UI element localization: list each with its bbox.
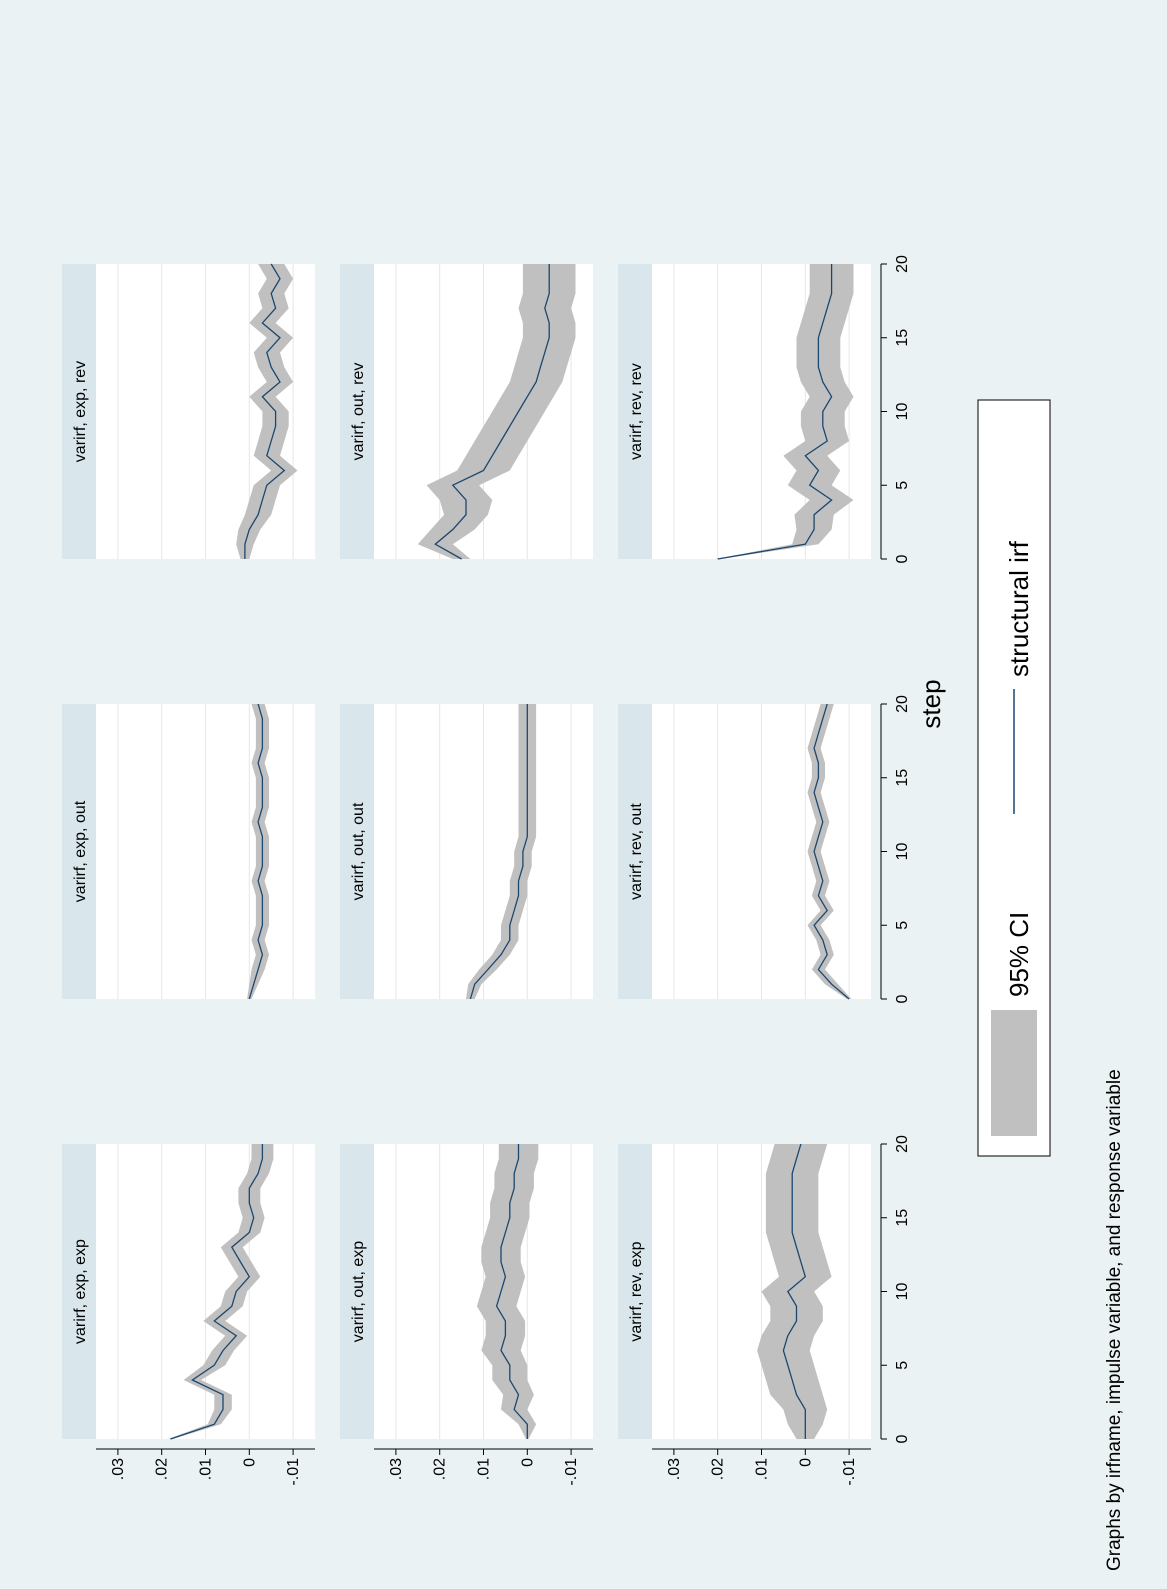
y-tick-label: .03 bbox=[110, 1458, 127, 1480]
panel-2: varirf, exp, rev bbox=[62, 263, 315, 559]
x-tick-label: 20 bbox=[894, 255, 911, 273]
y-tick-label: .03 bbox=[666, 1458, 683, 1480]
irf-line bbox=[248, 703, 264, 1000]
x-tick-label: 15 bbox=[894, 329, 911, 347]
ci-band bbox=[168, 1144, 274, 1439]
panel-title-strip bbox=[62, 1144, 96, 1439]
ci-band bbox=[417, 264, 576, 559]
x-tick-label: 5 bbox=[894, 921, 911, 930]
panel-title: varirf, exp, exp bbox=[72, 1239, 89, 1344]
irf-line bbox=[434, 264, 550, 560]
y-tick-label: 0 bbox=[519, 1458, 536, 1467]
panel-plot-area bbox=[62, 1144, 315, 1439]
y-tick-label: .01 bbox=[754, 1458, 771, 1480]
y-tick-label: .03 bbox=[388, 1458, 405, 1480]
panel-plot-area bbox=[340, 704, 593, 999]
panel-title-strip bbox=[618, 264, 652, 559]
y-tick-label: -.01 bbox=[285, 1458, 302, 1486]
panel-0: varirf, exp, exp -.01 0 .01 .02 .03 bbox=[62, 1144, 315, 1486]
panel-4: varirf, out, out bbox=[340, 704, 593, 1000]
panel-title-strip bbox=[618, 704, 652, 999]
ci-band bbox=[466, 704, 537, 999]
y-tick-label: 0 bbox=[241, 1458, 258, 1467]
x-tick-label: 0 bbox=[894, 554, 911, 563]
irf-line bbox=[170, 1144, 264, 1440]
panel-title: varirf, exp, out bbox=[72, 800, 89, 902]
x-tick-label: 10 bbox=[894, 843, 911, 861]
figure-note: Graphs by irfname, impulse variable, and… bbox=[1104, 1069, 1125, 1571]
irf-line bbox=[782, 1143, 807, 1439]
panel-title: varirf, out, rev bbox=[350, 363, 367, 461]
panel-plot-area bbox=[62, 264, 315, 559]
panel-title-strip bbox=[62, 704, 96, 999]
panel-title-strip bbox=[618, 1144, 652, 1439]
panel-title: varirf, rev, exp bbox=[628, 1241, 645, 1341]
irf-line bbox=[717, 264, 833, 560]
x-tick-label: 20 bbox=[894, 695, 911, 713]
panel-3: varirf, out, exp -.01 0 .01 .02 .03 bbox=[340, 1144, 593, 1486]
y-tick-label: -.01 bbox=[841, 1458, 858, 1486]
legend-ci-swatch bbox=[991, 1010, 1037, 1136]
ci-band bbox=[757, 1144, 832, 1439]
y-tick-label: 0 bbox=[797, 1458, 814, 1467]
x-tick-label: 5 bbox=[894, 481, 911, 490]
y-tick-label: .02 bbox=[432, 1458, 449, 1480]
panel-1: varirf, exp, out bbox=[62, 703, 315, 1000]
x-tick-label: 15 bbox=[894, 1209, 911, 1227]
panel-8: varirf, rev, rev 0 5 10 15 20 bbox=[618, 255, 911, 563]
ci-band bbox=[247, 704, 269, 999]
irf-line bbox=[813, 703, 850, 1000]
panel-title: varirf, exp, rev bbox=[72, 361, 89, 462]
y-tick-label: .01 bbox=[476, 1458, 493, 1480]
y-tick-label: .02 bbox=[154, 1458, 171, 1480]
irf-line bbox=[469, 704, 528, 1000]
x-axis-title: step bbox=[916, 679, 946, 728]
panel-title: varirf, out, out bbox=[350, 802, 367, 900]
x-tick-label: 10 bbox=[894, 1283, 911, 1301]
panel-plot-area bbox=[618, 1144, 871, 1439]
panel-7: varirf, rev, out 0 5 10 15 20 bbox=[618, 695, 911, 1003]
panel-title: varirf, rev, rev bbox=[628, 363, 645, 460]
panel-5: varirf, out, rev bbox=[340, 264, 593, 560]
legend-line-label: structural irf bbox=[1004, 540, 1034, 677]
y-tick-label: .02 bbox=[710, 1458, 727, 1480]
ci-band bbox=[476, 1144, 539, 1439]
x-tick-label: 5 bbox=[894, 1361, 911, 1370]
panel-title: varirf, rev, out bbox=[628, 803, 645, 900]
panel-title-strip bbox=[340, 264, 374, 559]
y-tick-label: .01 bbox=[198, 1458, 215, 1480]
panel-plot-area bbox=[340, 1144, 593, 1439]
x-tick-label: 20 bbox=[894, 1135, 911, 1153]
y-tick-label: -.01 bbox=[563, 1458, 580, 1486]
x-tick-label: 0 bbox=[894, 1434, 911, 1443]
panel-plot-area bbox=[62, 704, 315, 999]
legend-ci-label: 95% CI bbox=[1004, 912, 1034, 997]
ci-band bbox=[236, 264, 298, 559]
panel-title-strip bbox=[62, 264, 96, 559]
x-tick-label: 15 bbox=[894, 769, 911, 787]
x-tick-label: 10 bbox=[894, 403, 911, 421]
panel-title-strip bbox=[340, 704, 374, 999]
irf-line bbox=[244, 263, 286, 559]
panel-title: varirf, out, exp bbox=[350, 1241, 367, 1342]
legend: 95% CI structural irf bbox=[977, 399, 1051, 1157]
irf-line bbox=[495, 1144, 528, 1439]
x-tick-label: 0 bbox=[894, 994, 911, 1003]
panel-title-strip bbox=[340, 1144, 374, 1439]
panel-6: varirf, rev, exp -.01 0 .01 .02 .03 0 5 10 15 20 bbox=[618, 1135, 911, 1486]
